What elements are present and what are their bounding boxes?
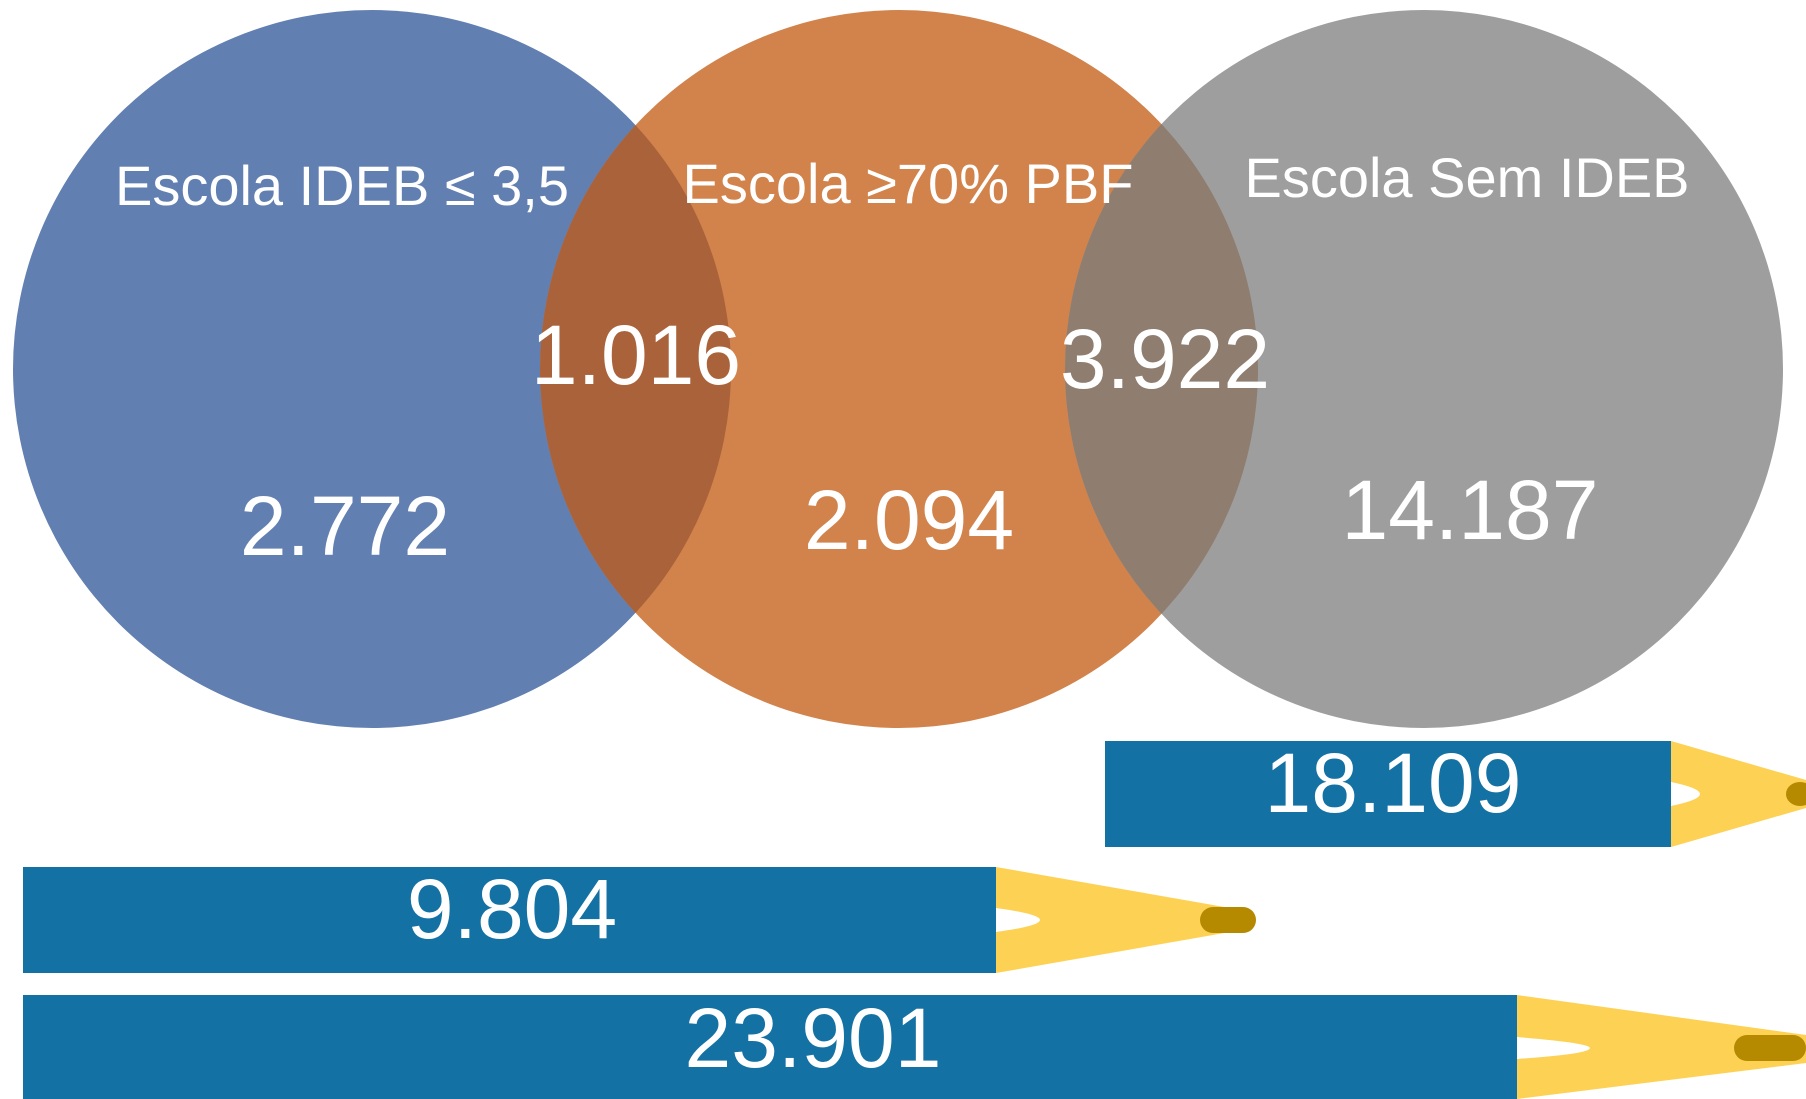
- pencil-value: 23.901: [685, 991, 942, 1085]
- region-value: 2.772: [240, 479, 450, 573]
- region-value: 1.016: [531, 308, 741, 402]
- set-label: Escola Sem IDEB: [1244, 146, 1689, 209]
- set-circle: [13, 10, 731, 728]
- pencil-value: 18.109: [1265, 736, 1522, 830]
- pencil-value: 9.804: [407, 862, 617, 956]
- set-circle: [1065, 10, 1783, 728]
- region-value: 3.922: [1060, 312, 1270, 406]
- region-value: 2.094: [804, 473, 1014, 567]
- set-label: Escola IDEB ≤ 3,5: [115, 154, 569, 217]
- set-circle: [540, 10, 1258, 728]
- set-label: Escola ≥70% PBF: [683, 152, 1134, 215]
- pencil: 23.901: [23, 991, 1806, 1099]
- pencil: 18.109: [1105, 736, 1806, 847]
- pencil: 9.804: [23, 862, 1256, 973]
- region-value: 14.187: [1342, 463, 1599, 557]
